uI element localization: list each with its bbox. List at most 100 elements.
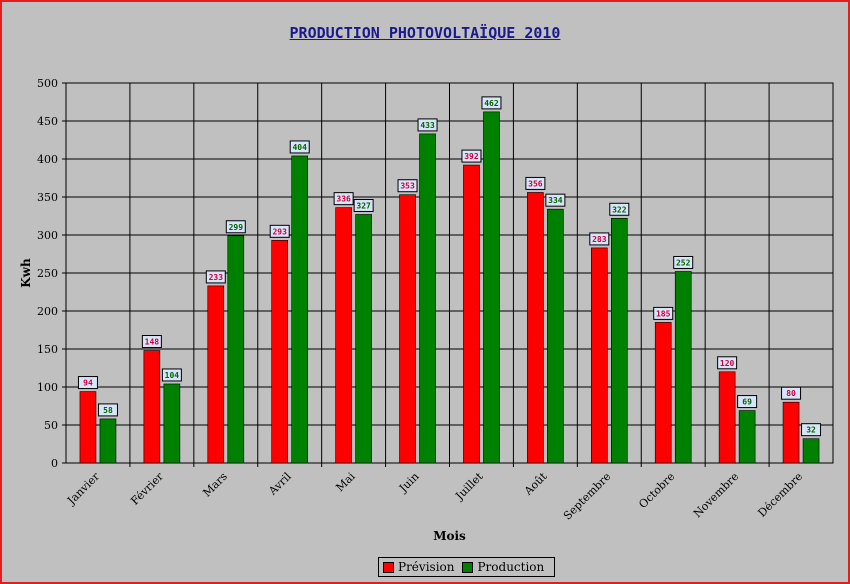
data-label-box [673, 255, 694, 269]
data-label: 69 [742, 398, 752, 407]
data-label-box [545, 193, 566, 207]
bar-production [802, 438, 820, 464]
data-label-box [801, 423, 822, 437]
bar-prevision [399, 194, 416, 464]
bar-prevision [782, 401, 800, 464]
data-label: 283 [592, 235, 607, 244]
bar-prevision [335, 207, 352, 464]
chart-title: PRODUCTION PHOTOVOLTAÏQUE 2010 [289, 24, 561, 42]
data-label-box [461, 149, 482, 163]
data-label: 104 [165, 371, 180, 380]
x-tick-label: Janvier [64, 469, 102, 507]
data-label: 233 [209, 273, 224, 282]
data-label: 336 [336, 195, 351, 204]
data-label: 392 [464, 152, 479, 161]
data-label: 353 [400, 182, 415, 191]
x-axis-title: Mois [433, 529, 466, 543]
x-tick-label: Mars [200, 470, 230, 500]
bar-production [99, 418, 117, 464]
bar-prevision [463, 164, 480, 464]
data-label-box [737, 395, 758, 409]
data-label: 334 [548, 196, 563, 205]
legend-item-production: Production [462, 560, 544, 574]
data-label: 299 [229, 223, 244, 232]
data-label-box [417, 118, 438, 132]
data-label: 252 [676, 258, 691, 267]
x-tick-label: Octobre [636, 470, 677, 511]
bar-production [355, 214, 372, 464]
x-tick-label: Avril [266, 470, 295, 499]
data-label-box [609, 202, 630, 216]
legend-label-prevision: Prévision [398, 560, 455, 574]
data-label: 404 [292, 143, 307, 152]
y-tick-label: 100 [37, 381, 58, 394]
data-label-box [397, 179, 418, 193]
y-tick-label: 200 [37, 305, 58, 318]
data-label-box [781, 386, 802, 400]
legend-swatch-prevision [383, 561, 394, 573]
y-tick-label: 0 [51, 457, 58, 470]
data-label: 32 [806, 426, 816, 435]
bar-prevision [718, 371, 736, 464]
x-tick-label: Mai [333, 470, 358, 495]
data-label-box [353, 198, 374, 212]
bar-production [738, 410, 756, 464]
y-tick-label: 300 [37, 229, 58, 242]
data-label: 433 [420, 121, 435, 130]
legend-item-prevision: Prévision [383, 560, 454, 574]
legend-label-production: Production [477, 560, 545, 574]
bar-prevision [654, 322, 672, 464]
data-label-box [653, 306, 674, 320]
data-label: 58 [103, 406, 113, 415]
legend-swatch-production [462, 561, 474, 573]
y-tick-label: 250 [37, 267, 58, 280]
data-label: 148 [145, 338, 160, 347]
x-tick-label: Septembre [561, 470, 614, 523]
data-label: 356 [528, 179, 543, 188]
bar-prevision [79, 391, 97, 464]
bar-production [674, 271, 692, 464]
x-tick-label: Décembre [755, 470, 805, 520]
data-label-box [141, 335, 162, 349]
bar-production [547, 208, 564, 464]
bar-production [291, 155, 309, 464]
data-label-box [481, 96, 502, 110]
y-tick-label: 450 [37, 115, 58, 128]
data-label: 293 [272, 227, 287, 236]
y-tick-label: 50 [44, 419, 58, 432]
bar-production [163, 383, 181, 464]
chart-legend: Prévision Production [378, 557, 556, 577]
data-label-box [97, 403, 118, 417]
y-tick-label: 500 [37, 77, 58, 90]
x-tick-label: Juillet [452, 470, 486, 504]
bar-prevision [527, 192, 544, 464]
bar-production [610, 217, 628, 464]
x-tick-label: Novembre [691, 470, 741, 520]
data-label-box [205, 270, 226, 284]
data-label-box [589, 232, 610, 246]
y-tick-label: 150 [37, 343, 58, 356]
y-tick-label: 400 [37, 153, 58, 166]
bar-prevision [271, 240, 289, 464]
data-label: 94 [83, 379, 93, 388]
y-axis-title: Kwh [19, 258, 33, 288]
bar-production [227, 235, 245, 464]
data-label: 322 [612, 205, 627, 214]
data-label-box [717, 356, 738, 370]
bar-prevision [143, 350, 161, 464]
data-label-box [225, 220, 246, 234]
bar-production [483, 111, 500, 464]
data-label-box [525, 176, 546, 190]
bar-production [419, 133, 436, 464]
data-label-box [333, 192, 354, 206]
data-label-box [161, 368, 182, 382]
data-label-box [77, 376, 98, 390]
data-label-box [289, 140, 310, 154]
data-label-box [269, 224, 290, 238]
data-label: 327 [356, 201, 371, 210]
data-label: 120 [720, 359, 735, 368]
bar-prevision [207, 285, 225, 464]
x-tick-label: Juin [396, 470, 422, 496]
data-label: 80 [786, 389, 796, 398]
